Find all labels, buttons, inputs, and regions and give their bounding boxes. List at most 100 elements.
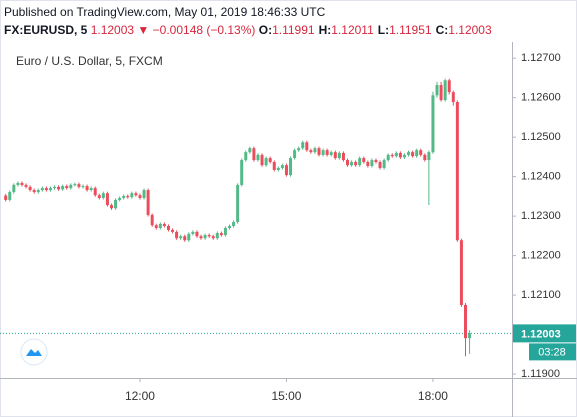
candle-body bbox=[337, 152, 341, 159]
candle-body bbox=[65, 186, 69, 189]
candle-body bbox=[411, 152, 415, 157]
ohlc-value: 1.12011 bbox=[331, 23, 374, 37]
ohlc: O:1.11991 H:1.12011 L:1.11951 C:1.12003 bbox=[259, 23, 496, 37]
candle-body bbox=[398, 152, 402, 158]
candle-body bbox=[44, 188, 48, 191]
candle-body bbox=[366, 162, 370, 166]
countdown-box bbox=[529, 343, 576, 361]
candle-body bbox=[8, 192, 12, 200]
y-tick-label: 1.12600 bbox=[521, 92, 561, 104]
candle-body bbox=[166, 225, 170, 230]
candle-body bbox=[386, 154, 390, 161]
quote: 1.12003 bbox=[90, 23, 135, 37]
candle-body bbox=[317, 148, 321, 155]
candle-body bbox=[439, 85, 443, 101]
candle-body bbox=[280, 165, 284, 168]
ohlc-label: C: bbox=[435, 23, 449, 37]
header: Published on TradingView.com, May 01, 20… bbox=[4, 3, 496, 39]
candle-body bbox=[130, 193, 134, 198]
candle-body bbox=[435, 85, 439, 96]
candle-body bbox=[354, 162, 358, 166]
candle-body bbox=[305, 142, 309, 151]
candle-body bbox=[309, 150, 313, 153]
candle-body bbox=[16, 182, 20, 185]
candle-body bbox=[447, 80, 451, 93]
candle-body bbox=[175, 231, 179, 239]
candle-body bbox=[232, 222, 236, 226]
candle-body bbox=[443, 80, 447, 101]
candle-body bbox=[73, 184, 77, 186]
down-arrow: ▼ bbox=[137, 23, 150, 37]
candle-body bbox=[69, 184, 73, 189]
candle-body bbox=[244, 152, 248, 161]
candle-body bbox=[211, 236, 215, 239]
y-tick-label: 1.12700 bbox=[521, 52, 561, 64]
candle-body bbox=[207, 235, 211, 237]
candle-body bbox=[321, 150, 325, 155]
candle-body bbox=[40, 188, 44, 191]
published-line: Published on TradingView.com, May 01, 20… bbox=[4, 5, 326, 19]
candle-body bbox=[162, 224, 166, 226]
candle-body bbox=[93, 188, 97, 196]
candle-body bbox=[179, 236, 183, 239]
candle-body bbox=[28, 186, 32, 191]
candle-body bbox=[423, 154, 427, 161]
candle-body bbox=[468, 333, 472, 339]
candle-body bbox=[122, 195, 126, 198]
candle-body bbox=[431, 95, 435, 153]
candle-body bbox=[459, 240, 463, 305]
candle-body bbox=[138, 195, 142, 198]
candle-body bbox=[195, 231, 199, 237]
candle-body bbox=[114, 199, 118, 209]
candle-body bbox=[341, 152, 345, 161]
candle-body bbox=[89, 188, 93, 191]
y-tick-label: 1.12400 bbox=[521, 171, 561, 183]
chart-title: Euro / U.S. Dollar, 5, FXCM bbox=[16, 54, 163, 68]
candle-body bbox=[109, 205, 113, 209]
candle-body bbox=[134, 193, 138, 196]
candle-body bbox=[374, 160, 378, 163]
candle-body bbox=[407, 152, 411, 155]
candle-body bbox=[150, 214, 154, 226]
price-label: 1.12003 bbox=[521, 328, 561, 340]
candle-body bbox=[289, 158, 293, 176]
candle-body bbox=[57, 186, 61, 190]
candle-body bbox=[390, 154, 394, 157]
candle-body bbox=[272, 162, 276, 170]
candle-body bbox=[81, 186, 85, 188]
candle-body bbox=[378, 162, 382, 168]
countdown: 03:28 bbox=[538, 346, 566, 358]
candle-body bbox=[101, 193, 105, 198]
candle-body bbox=[268, 158, 272, 163]
price-label-box bbox=[513, 324, 576, 343]
candle-body bbox=[427, 152, 431, 161]
x-tick-label: 18:00 bbox=[418, 389, 448, 403]
candle-body bbox=[248, 148, 252, 153]
y-tick-label: 1.12300 bbox=[521, 210, 561, 222]
candle-body bbox=[256, 154, 260, 161]
quote-line: FX:EURUSD, 5 1.12003 ▼ −0.00148 (−0.13%)… bbox=[4, 21, 496, 39]
candle-body bbox=[187, 233, 191, 241]
candle-body bbox=[171, 229, 175, 232]
candle-body bbox=[301, 142, 305, 149]
candle-body bbox=[350, 162, 354, 166]
candle-body bbox=[455, 102, 459, 241]
candle-body bbox=[118, 197, 122, 200]
candle-body bbox=[85, 186, 89, 191]
candle-body bbox=[451, 92, 455, 103]
candle-body bbox=[203, 235, 207, 239]
candle-body bbox=[215, 233, 219, 239]
ohlc-value: 1.12003 bbox=[448, 23, 492, 37]
logo-wave bbox=[26, 349, 42, 356]
candle-body bbox=[293, 150, 297, 159]
candle-body bbox=[325, 150, 329, 155]
candle-body bbox=[142, 190, 146, 198]
candle-body bbox=[183, 236, 187, 241]
candle-body bbox=[264, 158, 268, 166]
candle-body bbox=[240, 160, 244, 185]
candle-body bbox=[219, 233, 223, 236]
y-tick-label: 1.12100 bbox=[521, 289, 561, 301]
ohlc-value: 1.11991 bbox=[272, 23, 315, 37]
candle-body bbox=[345, 160, 349, 166]
candle-body bbox=[333, 152, 337, 159]
